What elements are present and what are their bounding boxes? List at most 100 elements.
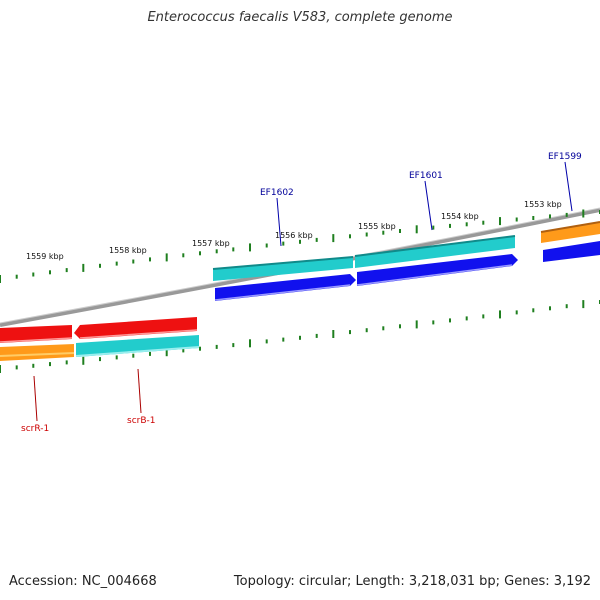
feature-ef1599-orange-edge [540, 221, 600, 233]
feature-scrb-red[interactable] [74, 317, 197, 339]
outer-tick-28 [465, 222, 468, 227]
inner-tick-21 [349, 330, 351, 335]
inner-tick-23 [382, 326, 385, 331]
feature-ef1601-cyan-edge [354, 235, 516, 257]
leader-scrb [137, 368, 142, 414]
feature-ef1602-cyan[interactable] [213, 257, 353, 281]
feature-scrr-orange-shade [0, 352, 75, 357]
inner-tick-22 [365, 328, 368, 333]
outer-tick-3 [49, 270, 51, 275]
outer-tick-ring [0, 209, 600, 283]
outer-tick-24 [399, 229, 401, 233]
inner-tick-25 [415, 320, 418, 329]
inner-tick-12 [199, 346, 201, 351]
outer-tick-11 [182, 253, 185, 258]
outer-tick-33 [549, 214, 551, 219]
inner-tick-11 [182, 348, 185, 353]
outer-tick-25 [415, 225, 418, 234]
inner-tick-7 [115, 355, 118, 360]
inner-tick-ring [0, 300, 600, 373]
feature-ef1601-blue[interactable] [357, 254, 518, 286]
inner-tick-9 [149, 351, 151, 356]
tick-label-1555: 1555 kbp [358, 222, 396, 231]
inner-tick-34 [565, 304, 568, 309]
tick-label-1554: 1554 kbp [441, 212, 479, 221]
inner-tick-31 [515, 310, 518, 315]
outer-tick-20 [332, 234, 335, 243]
inner-tick-29 [482, 314, 485, 319]
feature-scrb-cyan[interactable] [76, 335, 199, 357]
tick-label-1553: 1553 kbp [524, 200, 562, 209]
outer-tick-22 [365, 232, 368, 237]
feature-ef1602-blue-shadow [214, 284, 351, 301]
feature-scrr-orange[interactable] [0, 344, 74, 361]
outer-tick-15 [249, 243, 251, 252]
outer-tick-8 [132, 259, 135, 264]
outer-tick-23 [382, 230, 385, 235]
tick-label-1558: 1558 kbp [109, 246, 147, 255]
inner-tick-6 [99, 357, 101, 362]
inner-tick-0 [0, 365, 1, 373]
inner-tick-28 [465, 316, 468, 321]
outer-tick-0 [0, 275, 1, 283]
tick-label-1559: 1559 kbp [26, 252, 64, 261]
inner-tick-27 [449, 318, 451, 323]
outer-tick-4 [65, 268, 68, 273]
leader-ef1599 [564, 161, 573, 212]
inner-tick-2 [32, 363, 35, 368]
outer-tick-19 [315, 237, 318, 242]
outer-tick-2 [32, 272, 35, 277]
gene-label-scrr[interactable]: scrR-1 [21, 424, 49, 434]
inner-tick-26 [432, 320, 435, 325]
inner-tick-18 [299, 335, 301, 340]
outer-tick-34 [565, 212, 568, 217]
outer-tick-32 [532, 216, 535, 220]
outer-tick-30 [499, 217, 501, 226]
leader-ef1602 [276, 197, 282, 247]
inner-tick-16 [265, 339, 268, 344]
inner-tick-8 [132, 353, 135, 358]
leader-scrr [33, 375, 38, 422]
outer-tick-27 [449, 223, 451, 228]
inner-tick-15 [249, 339, 251, 348]
tick-label-1556: 1556 kbp [275, 231, 313, 240]
outer-tick-6 [99, 263, 101, 268]
leader-ef1601 [424, 180, 433, 231]
feature-ef1599-orange[interactable] [541, 222, 600, 243]
outer-tick-12 [199, 251, 201, 256]
gene-label-ef1601[interactable]: EF1601 [409, 171, 443, 181]
inner-tick-4 [65, 360, 68, 365]
inner-tick-30 [499, 310, 501, 319]
feature-ef1602-cyan-edge [212, 256, 354, 270]
feature-ef1602-blue[interactable] [215, 274, 356, 301]
gene-label-scrb[interactable]: scrB-1 [127, 416, 156, 426]
inner-tick-32 [532, 308, 535, 313]
inner-tick-13 [215, 344, 218, 349]
outer-tick-35 [582, 209, 585, 218]
gene-label-ef1602[interactable]: EF1602 [260, 188, 294, 198]
inner-tick-10 [165, 348, 168, 357]
feature-scrb-cyan-shade [75, 346, 200, 357]
outer-tick-7 [115, 261, 118, 266]
inner-tick-35 [582, 300, 585, 309]
genome-title: Enterococcus faecalis V583, complete gen… [147, 10, 453, 25]
inner-tick-3 [49, 362, 51, 367]
inner-tick-17 [282, 337, 285, 342]
outer-tick-1 [15, 274, 18, 279]
outer-tick-16 [265, 243, 268, 248]
outer-tick-13 [215, 249, 218, 254]
accession-info: Accession: NC_004668 [9, 574, 157, 589]
feature-ef1601-cyan[interactable] [355, 236, 515, 268]
outer-tick-17 [282, 241, 285, 246]
outer-tick-18 [299, 239, 301, 244]
outer-tick-21 [349, 234, 351, 239]
feature-ef1599-blue[interactable] [543, 241, 600, 262]
inner-tick-5 [82, 356, 85, 365]
inner-tick-33 [549, 306, 551, 311]
inner-tick-19 [315, 333, 318, 338]
outer-tick-10 [165, 253, 168, 262]
inner-tick-20 [332, 330, 335, 338]
gene-label-ef1599[interactable]: EF1599 [548, 152, 582, 162]
genome-stats: Topology: circular; Length: 3,218,031 bp… [233, 574, 591, 589]
